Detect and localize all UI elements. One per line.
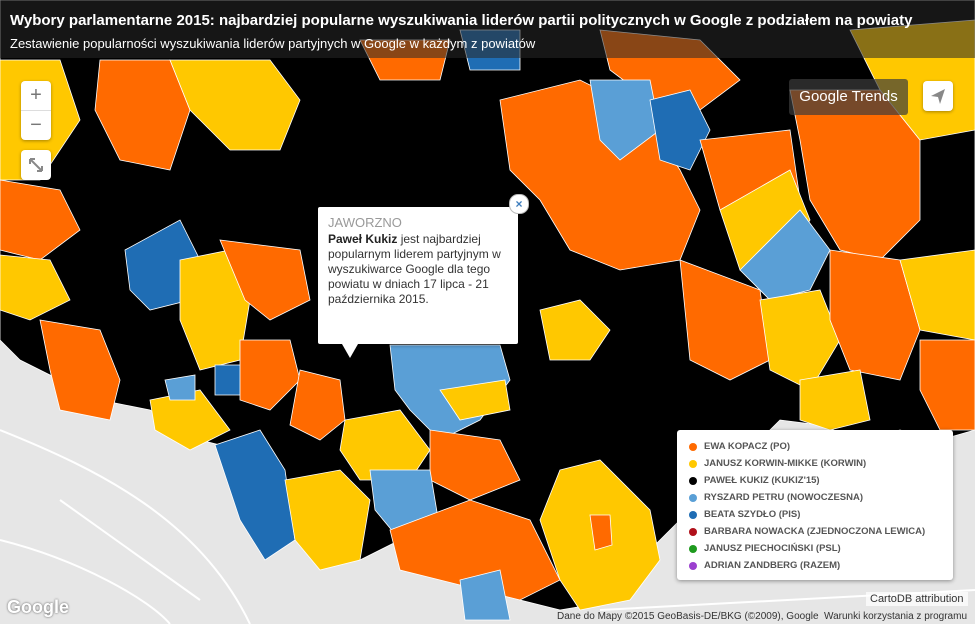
share-icon: [931, 89, 945, 104]
legend-label: BEATA SZYDŁO (PIS): [704, 509, 801, 520]
popup-text: jest najbardziej popularnym liderem part…: [328, 232, 501, 306]
map-title: Wybory parlamentarne 2015: najbardziej p…: [10, 12, 913, 29]
google-logo: Google: [7, 597, 69, 617]
legend-label: ADRIAN ZANDBERG (RAZEM): [704, 560, 841, 571]
terms-link[interactable]: Warunki korzystania z programu: [824, 611, 968, 622]
legend-swatch: [689, 527, 697, 536]
map-subtitle: Zestawienie popularności wyszukiwania li…: [10, 36, 536, 51]
legend-item: BEATA SZYDŁO (PIS): [689, 506, 941, 523]
legend-swatch: [689, 544, 697, 553]
map-data-attribution: Dane do Mapy ©2015 GeoBasis-DE/BKG (©200…: [557, 611, 819, 622]
legend-item: PAWEŁ KUKIZ (KUKIZ'15): [689, 472, 941, 489]
legend-swatch: [689, 510, 697, 519]
popup-leader: Paweł Kukiz: [328, 232, 398, 246]
legend: EWA KOPACZ (PO) JANUSZ KORWIN-MIKKE (KORW…: [677, 430, 953, 580]
zoom-in[interactable]: +: [21, 81, 51, 111]
popup: JAWORZNO Paweł Kukiz jest najbardziej po…: [318, 207, 518, 344]
zoom-out[interactable]: −: [30, 114, 42, 136]
fullscreen-icon: [29, 158, 43, 172]
share-button[interactable]: [923, 81, 953, 111]
legend-item: JANUSZ PIECHOCIŃSKI (PSL): [689, 540, 941, 557]
legend-swatch: [689, 459, 697, 468]
legend-swatch: [689, 561, 697, 570]
legend-item: ADRIAN ZANDBERG (RAZEM): [689, 557, 941, 574]
legend-swatch: [689, 476, 697, 485]
legend-swatch: [689, 493, 697, 502]
legend-item: EWA KOPACZ (PO): [689, 438, 941, 455]
legend-label: BARBARA NOWACKA (ZJEDNOCZONA LEWICA): [704, 526, 926, 537]
popup-pointer: [342, 344, 358, 358]
legend-label: PAWEŁ KUKIZ (KUKIZ'15): [704, 475, 820, 486]
zoom-control: + −: [21, 81, 51, 140]
legend-swatch: [689, 442, 697, 451]
title-bar: Wybory parlamentarne 2015: najbardziej p…: [0, 0, 975, 58]
carto-attribution[interactable]: CartoDB attribution: [866, 592, 968, 606]
legend-label: JANUSZ PIECHOCIŃSKI (PSL): [704, 543, 841, 554]
legend-item: RYSZARD PETRU (NOWOCZESNA): [689, 489, 941, 506]
google-trends-logo[interactable]: Google Trends: [789, 79, 908, 115]
road: [0, 429, 975, 624]
legend-item: BARBARA NOWACKA (ZJEDNOCZONA LEWICA): [689, 523, 941, 540]
legend-label: RYSZARD PETRU (NOWOCZESNA): [704, 492, 864, 503]
legend-item: JANUSZ KORWIN-MIKKE (KORWIN): [689, 455, 941, 472]
legend-label: JANUSZ KORWIN-MIKKE (KORWIN): [704, 458, 867, 469]
popup-title: JAWORZNO: [328, 215, 402, 230]
legend-label: EWA KOPACZ (PO): [704, 441, 791, 452]
fullscreen-button[interactable]: [21, 150, 51, 180]
popup-close[interactable]: ×: [509, 194, 529, 214]
